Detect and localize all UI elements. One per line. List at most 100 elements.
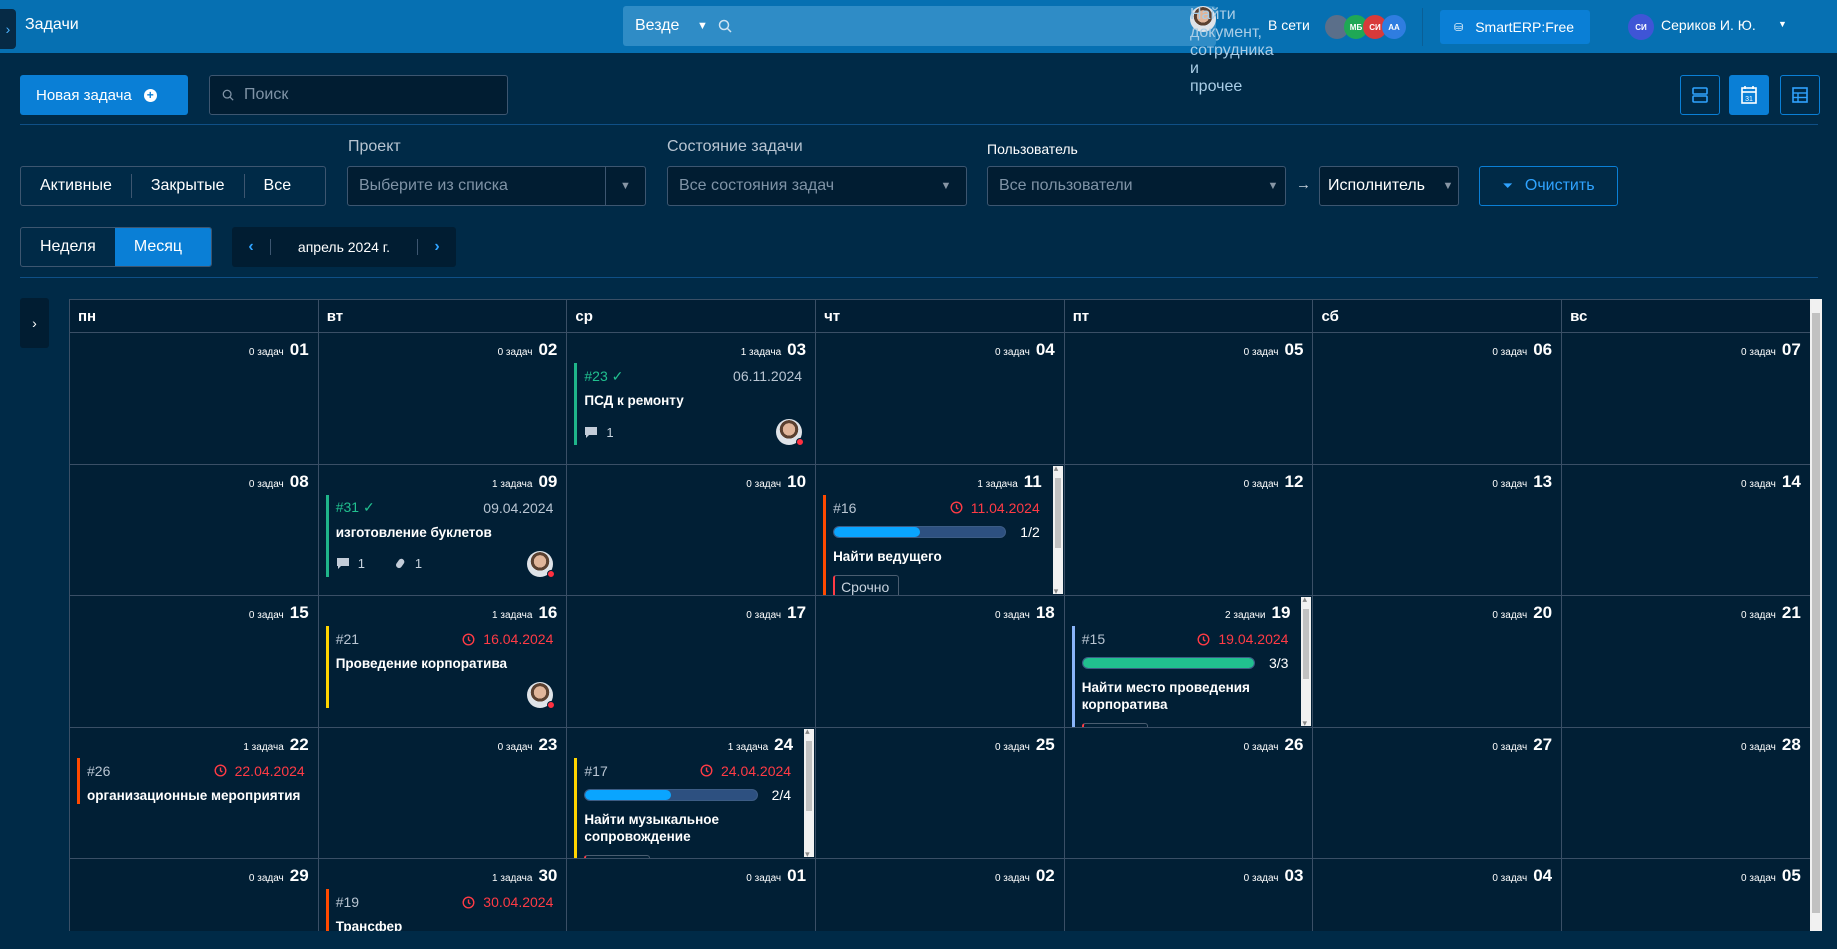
caret-down-icon[interactable]: ▼ [1442,180,1454,192]
day-cell[interactable]: 0 задач 14 [1562,464,1810,597]
task-card[interactable]: #15 19.04.2024 3/3 Найти место проведения к… [1071,626,1289,727]
task-card[interactable]: #23 ✓ 06.11.2024 ПСД к ремонту 1 [574,363,805,446]
day-cell[interactable]: 2 задачи 19 #15 19.04.2024 3/3 Найти место пр… [1064,596,1314,728]
task-card[interactable]: #19 30.04.2024 Трансфер [325,889,553,931]
tab-all[interactable]: Все [263,177,292,194]
day-cell[interactable]: 0 задач 10 [567,464,817,597]
expand-panel-button[interactable]: › [20,298,49,348]
caret-down-icon[interactable]: ▼ [605,167,645,205]
assignee-avatar[interactable] [527,550,556,578]
calendar-view-button[interactable]: 31 [1729,75,1769,115]
task-title[interactable]: организационные мероприятия [87,787,301,803]
task-card[interactable]: #17 24.04.2024 2/4 Найти музыкальное сопров… [574,757,791,859]
divider [20,277,1818,278]
day-cell[interactable]: 0 задач 04 [1313,859,1563,931]
list-view-button[interactable] [1680,75,1720,115]
task-card[interactable]: #31 ✓ 09.04.2024 изготовление буклетов 1 1 [325,494,556,578]
sidebar-toggle[interactable]: › [0,9,16,49]
new-task-button[interactable]: Новая задача + [20,75,188,115]
assignee-avatar[interactable] [776,419,805,446]
caret-down-icon[interactable]: ▼ [697,20,708,32]
day-cell[interactable]: 0 задач 08 [70,464,319,597]
day-cell[interactable]: 0 задач 05 [1562,859,1810,931]
prev-month-button[interactable]: ‹ [248,238,254,255]
task-title[interactable]: изготовление буклетов [335,524,492,540]
day-cell[interactable]: 0 задач 18 [816,596,1065,728]
cell-scrollbar[interactable] [1301,596,1312,727]
user-avatar[interactable]: СИ [1628,14,1654,40]
tab-active[interactable]: Активные [21,174,132,198]
global-search[interactable]: Везде ▼ Найти документ, сотрудника и про… [623,6,1274,95]
status-dot [547,701,556,710]
task-title[interactable]: Трансфер [335,919,403,931]
day-cell[interactable]: 0 задач 23 [318,727,568,860]
day-cell[interactable]: 0 задач 21 [1562,596,1810,728]
task-id-wrap: #23 ✓ [584,368,623,385]
comment-count: 1 [357,556,365,572]
day-cell[interactable]: 1 задача 24 #17 24.04.2024 2/4 Найти музыкаль… [567,727,817,860]
day-cell[interactable]: 1 задача 09 #31 ✓ 09.04.2024 изготовление бу… [318,464,568,597]
task-search-input[interactable]: Поиск [209,75,508,115]
state-select[interactable]: Все состояния задач ▼ [667,166,967,206]
project-select[interactable]: Выберите из списка ▼ [347,166,646,206]
task-title[interactable]: Найти музыкальное сопровождение [584,811,720,844]
day-cell[interactable]: 1 задача 16 #21 16.04.2024 Проведение корпор… [318,596,568,728]
day-number: 26 [1284,734,1304,754]
task-title[interactable]: Найти место проведения корпоратива [1081,680,1250,713]
day-cell[interactable]: 0 задач 02 [318,333,568,465]
search-scope-select[interactable]: Везде [635,17,680,34]
assignee-avatar[interactable] [527,682,556,710]
tab-week[interactable]: Неделя [40,238,96,255]
user-select[interactable]: Все пользователи ▼ [987,166,1286,206]
caret-down-icon[interactable]: ▼ [1267,180,1279,192]
calendar-scrollbar[interactable] [1810,299,1822,931]
day-cell[interactable]: 0 задач 26 [1064,727,1314,860]
day-cell[interactable]: 0 задач 25 [816,727,1065,860]
progress-label: 3/3 [1268,655,1289,672]
global-search-input[interactable]: Найти документ, сотрудника и прочее [1190,6,1274,95]
day-cell[interactable]: 0 задач 28 [1562,727,1810,860]
task-title[interactable]: Проведение корпоратива [335,656,508,672]
day-cell[interactable]: 1 задача 03 #23 ✓ 06.11.2024 ПСД к ремонту 1 [567,333,817,465]
cell-scrollbar[interactable] [804,728,815,858]
day-cell[interactable]: 0 задач 20 [1313,596,1563,728]
day-cell[interactable]: 0 задач 27 [1313,727,1563,860]
day-cell[interactable]: 0 задач 04 [816,333,1065,465]
day-cell[interactable]: 0 задач 13 [1313,464,1563,597]
day-cell[interactable]: 0 задач 07 [1562,333,1810,465]
task-count: 0 задач [1741,347,1776,358]
day-number: 20 [1533,603,1553,623]
online-user-avatar[interactable]: АА [1382,15,1406,39]
task-count: 1 задача [492,478,533,490]
day-cell[interactable]: 1 задача 30 #19 30.04.2024 Трансфер [318,859,568,931]
day-cell[interactable]: 0 задач 06 [1313,333,1563,465]
task-count: 0 задач [1243,347,1279,358]
tab-month[interactable]: Месяц [114,228,211,266]
tab-closed[interactable]: Закрытые [132,174,245,198]
day-cell[interactable]: 0 задач 15 [70,596,319,728]
task-card[interactable]: #21 16.04.2024 Проведение корпоратива [325,626,556,710]
day-cell[interactable]: 0 задач 02 [816,859,1065,931]
day-cell[interactable]: 0 задач 29 [70,859,319,931]
day-cell[interactable]: 0 задач 12 [1064,464,1314,597]
next-month-button[interactable]: › [434,238,440,255]
task-card[interactable]: #16 11.04.2024 1/2 Найти ведущего Срочно [823,494,1040,596]
day-cell[interactable]: 0 задач 01 [70,333,319,465]
plan-button[interactable]: ⛁ SmartERP:Free [1440,10,1590,44]
clear-filters-button[interactable]: ⏷ Очистить [1479,166,1618,206]
user-menu[interactable]: Сериков И. Ю. [1661,17,1756,33]
day-cell[interactable]: 0 задач 03 [1064,859,1314,931]
task-title[interactable]: Найти ведущего [833,548,942,564]
day-cell[interactable]: 0 задач 17 [567,596,817,728]
caret-down-icon[interactable]: ▼ [1778,19,1787,29]
role-select[interactable]: Исполнитель ▼ [1319,166,1459,206]
day-cell[interactable]: 0 задач 05 [1064,333,1314,465]
day-cell[interactable]: 1 задача 11 #16 11.04.2024 1/2 Найти ведущего… [816,464,1065,597]
task-card[interactable]: #26 22.04.2024 организационные мероприятия [77,757,305,804]
caret-down-icon[interactable]: ▼ [940,180,952,192]
day-cell[interactable]: 1 задача 22 #26 22.04.2024 организационные м… [70,727,319,860]
task-title[interactable]: ПСД к ремонту [584,393,684,408]
table-view-button[interactable] [1780,75,1820,115]
day-cell[interactable]: 0 задач 01 [567,859,817,931]
cell-scrollbar[interactable] [1052,465,1063,595]
